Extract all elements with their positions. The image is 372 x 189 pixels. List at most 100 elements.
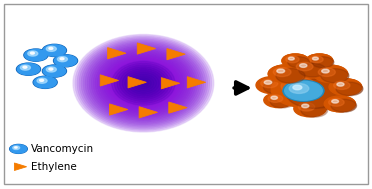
Circle shape: [301, 104, 328, 117]
Circle shape: [322, 69, 329, 73]
Polygon shape: [15, 163, 27, 170]
Circle shape: [273, 67, 291, 77]
Circle shape: [334, 81, 350, 89]
Circle shape: [334, 81, 350, 89]
Circle shape: [28, 51, 38, 56]
Polygon shape: [167, 49, 185, 60]
Circle shape: [324, 96, 355, 112]
Circle shape: [312, 57, 334, 68]
Polygon shape: [169, 102, 187, 113]
Ellipse shape: [77, 37, 210, 129]
Ellipse shape: [138, 80, 149, 87]
Circle shape: [283, 81, 324, 101]
Circle shape: [332, 100, 339, 103]
Ellipse shape: [111, 61, 176, 105]
Ellipse shape: [121, 68, 166, 99]
Circle shape: [270, 96, 295, 108]
Circle shape: [31, 52, 34, 54]
Circle shape: [310, 56, 323, 63]
Circle shape: [331, 99, 356, 112]
Ellipse shape: [122, 69, 164, 98]
Circle shape: [299, 63, 326, 77]
Circle shape: [17, 64, 39, 75]
Circle shape: [288, 57, 294, 60]
Circle shape: [329, 79, 362, 95]
Circle shape: [20, 65, 31, 70]
Circle shape: [271, 96, 278, 99]
Circle shape: [13, 146, 20, 149]
Ellipse shape: [85, 43, 202, 124]
Text: Vancomycin: Vancomycin: [31, 144, 94, 154]
Circle shape: [60, 58, 64, 60]
Circle shape: [328, 98, 344, 106]
Circle shape: [321, 69, 349, 83]
Circle shape: [24, 49, 48, 61]
Circle shape: [322, 69, 329, 73]
Circle shape: [299, 64, 307, 67]
Polygon shape: [109, 104, 128, 115]
Circle shape: [332, 100, 339, 103]
Circle shape: [33, 76, 57, 88]
Circle shape: [256, 77, 290, 94]
Ellipse shape: [115, 64, 171, 103]
Polygon shape: [108, 48, 126, 59]
Circle shape: [43, 45, 65, 56]
Circle shape: [296, 62, 313, 71]
Circle shape: [39, 79, 44, 81]
Circle shape: [318, 68, 335, 77]
Circle shape: [298, 103, 315, 111]
Ellipse shape: [133, 76, 153, 90]
Circle shape: [282, 54, 309, 67]
Circle shape: [296, 62, 313, 71]
Circle shape: [49, 68, 53, 70]
Circle shape: [312, 57, 318, 60]
Polygon shape: [139, 107, 157, 118]
Circle shape: [283, 81, 324, 101]
Circle shape: [42, 44, 67, 57]
Ellipse shape: [141, 81, 146, 85]
Ellipse shape: [125, 71, 161, 96]
Ellipse shape: [127, 72, 160, 94]
Circle shape: [264, 81, 272, 84]
Circle shape: [306, 54, 333, 67]
Ellipse shape: [113, 62, 174, 104]
Circle shape: [273, 67, 291, 77]
Ellipse shape: [77, 37, 210, 129]
Ellipse shape: [99, 53, 187, 114]
Circle shape: [282, 54, 309, 67]
Circle shape: [293, 85, 302, 90]
Ellipse shape: [117, 65, 170, 101]
Circle shape: [276, 68, 305, 83]
Ellipse shape: [135, 78, 151, 89]
Circle shape: [289, 84, 309, 93]
Circle shape: [312, 57, 318, 60]
Ellipse shape: [135, 78, 151, 89]
Ellipse shape: [83, 41, 204, 125]
Ellipse shape: [93, 48, 194, 118]
Circle shape: [321, 69, 349, 83]
Circle shape: [314, 65, 347, 82]
Ellipse shape: [97, 51, 190, 115]
Ellipse shape: [73, 34, 214, 132]
Circle shape: [15, 147, 17, 148]
Circle shape: [261, 79, 278, 88]
Ellipse shape: [133, 76, 154, 91]
Ellipse shape: [131, 75, 155, 92]
Circle shape: [285, 81, 322, 100]
Circle shape: [293, 85, 302, 90]
Ellipse shape: [114, 63, 173, 103]
Circle shape: [285, 81, 322, 100]
Circle shape: [318, 68, 335, 77]
Ellipse shape: [75, 36, 212, 131]
Circle shape: [312, 57, 334, 68]
Polygon shape: [187, 77, 206, 88]
Circle shape: [43, 65, 65, 77]
Circle shape: [336, 82, 363, 96]
Circle shape: [286, 56, 299, 63]
Circle shape: [289, 84, 309, 93]
Ellipse shape: [119, 67, 167, 100]
Circle shape: [299, 64, 307, 67]
Circle shape: [310, 56, 323, 63]
Circle shape: [292, 60, 325, 77]
Polygon shape: [100, 75, 119, 86]
